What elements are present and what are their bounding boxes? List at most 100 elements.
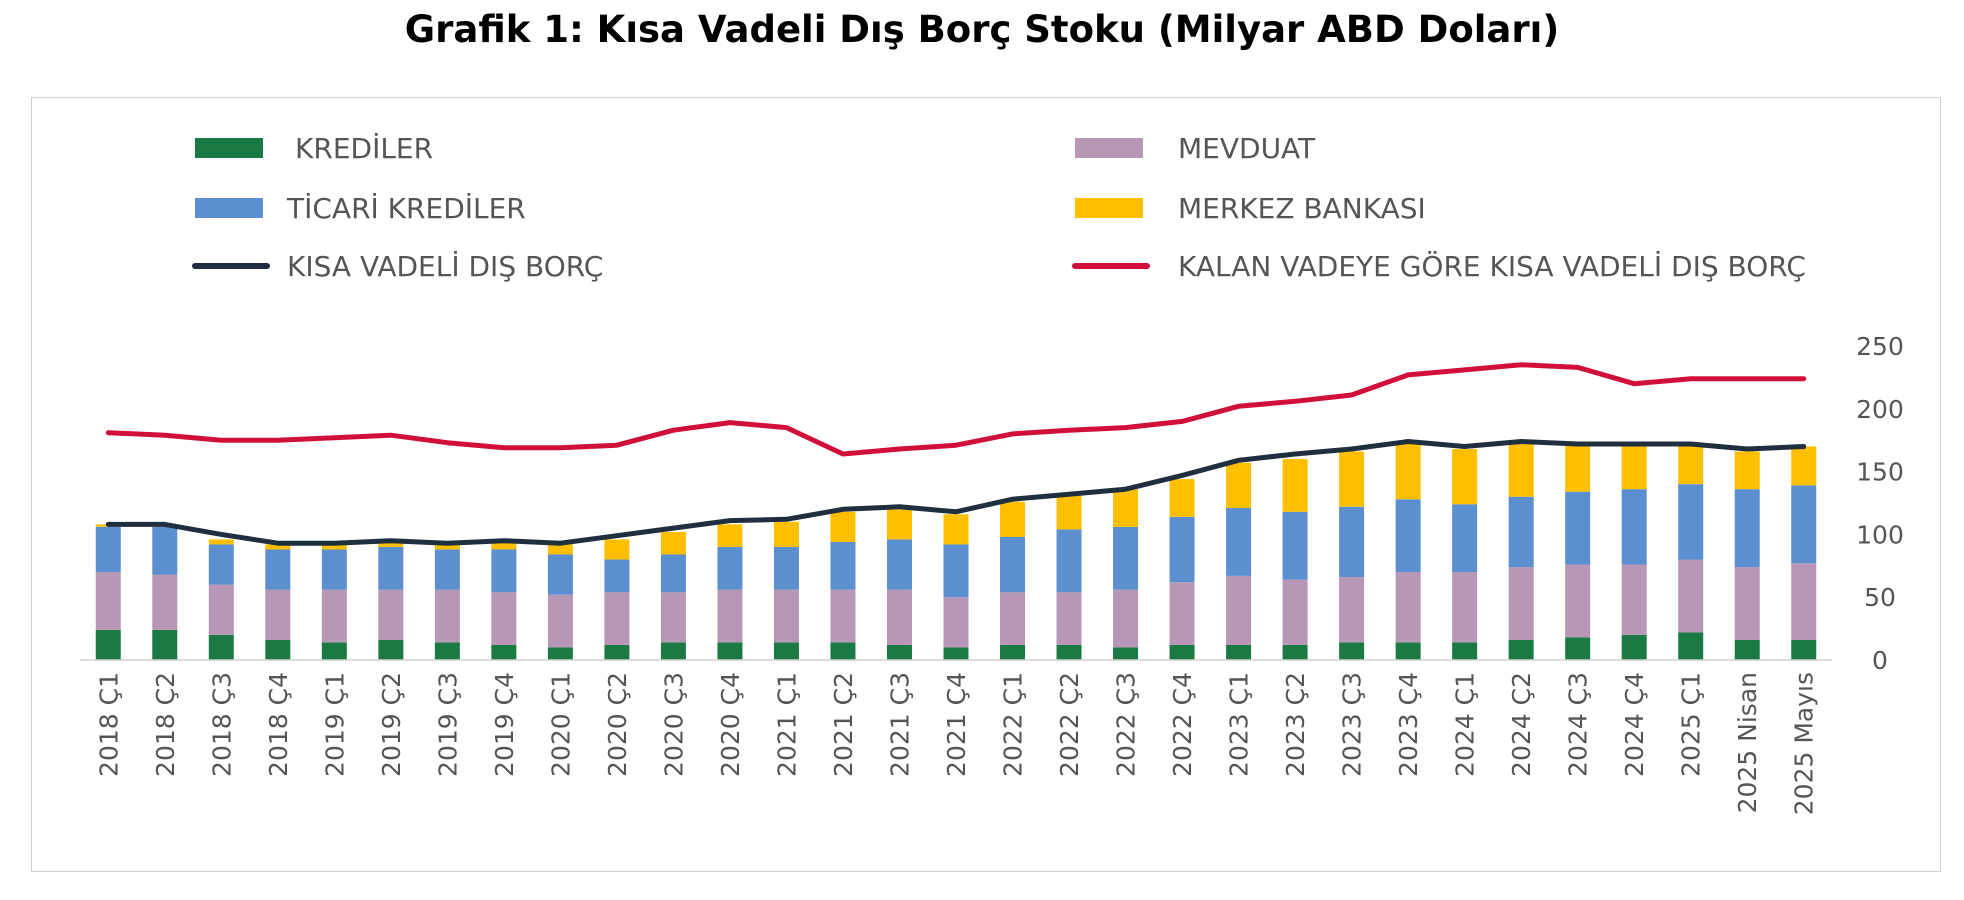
bar-merkez-bankasi-23 bbox=[1395, 441, 1421, 500]
chart-title: Grafik 1: Kısa Vadeli Dış Borç Stoku (Mi… bbox=[404, 8, 1560, 51]
x-tick-label: 2021 Ç2 bbox=[829, 672, 858, 777]
legend-swatch-krediler bbox=[195, 138, 263, 158]
bar-mevduat-1 bbox=[152, 574, 178, 630]
bar-krediler-3 bbox=[265, 639, 291, 660]
bar-mevduat-5 bbox=[378, 589, 404, 640]
legend-label-merkez-bankasi: MERKEZ BANKASI bbox=[1178, 192, 1426, 225]
bar-krediler-22 bbox=[1339, 642, 1365, 660]
bar-ticari-krediler-3 bbox=[265, 549, 291, 590]
bar-merkez-bankasi-14 bbox=[886, 509, 912, 540]
bar-mevduat-19 bbox=[1169, 582, 1195, 645]
x-tick-label: 2020 Ç1 bbox=[546, 672, 575, 777]
bar-mevduat-22 bbox=[1339, 577, 1365, 643]
bar-merkez-bankasi-18 bbox=[1113, 489, 1139, 527]
x-tick-label: 2019 Ç2 bbox=[377, 672, 406, 777]
bar-krediler-10 bbox=[660, 642, 686, 660]
chart-frame bbox=[31, 97, 1941, 872]
x-tick-label: 2021 Ç3 bbox=[885, 672, 914, 777]
bar-merkez-bankasi-25 bbox=[1508, 441, 1534, 497]
bar-merkez-bankasi-3 bbox=[265, 544, 291, 550]
legend-label-kalan-vadeye-gore-kisa-vadeli-dis-borc: KALAN VADEYE GÖRE KISA VADELİ DIŞ BORÇ bbox=[1178, 249, 1806, 283]
bar-mevduat-20 bbox=[1226, 575, 1252, 645]
bar-merkez-bankasi-13 bbox=[830, 511, 856, 542]
bar-mevduat-11 bbox=[717, 589, 743, 643]
x-tick-label: 2022 Ç1 bbox=[999, 672, 1028, 777]
bar-merkez-bankasi-27 bbox=[1621, 443, 1647, 490]
x-tick-label: 2023 Ç2 bbox=[1281, 672, 1310, 777]
x-tick-label: 2019 Ç1 bbox=[320, 672, 349, 777]
bar-mevduat-2 bbox=[208, 584, 234, 635]
x-tick-label: 2019 Ç4 bbox=[490, 672, 519, 777]
bar-mevduat-27 bbox=[1621, 564, 1647, 635]
legend-label-kisa-vadeli-dis-borc: KISA VADELİ DIŞ BORÇ bbox=[287, 250, 603, 283]
bar-ticari-krediler-19 bbox=[1169, 516, 1195, 583]
bar-krediler-13 bbox=[830, 642, 856, 660]
bar-krediler-25 bbox=[1508, 639, 1534, 660]
x-tick-label: 2023 Ç4 bbox=[1394, 672, 1423, 777]
line-kisa-vadeli-dis-borc bbox=[105, 439, 1807, 546]
bar-merkez-bankasi-7 bbox=[491, 541, 517, 550]
bar-mevduat-8 bbox=[547, 594, 573, 648]
bar-ticari-krediler-23 bbox=[1395, 499, 1421, 573]
bar-merkez-bankasi-9 bbox=[604, 539, 630, 560]
bar-krediler-8 bbox=[547, 647, 573, 660]
bar-ticari-krediler-4 bbox=[321, 549, 347, 590]
bar-ticari-krediler-17 bbox=[1056, 529, 1082, 593]
x-tick-label: 2022 Ç4 bbox=[1168, 672, 1197, 777]
bar-ticari-krediler-30 bbox=[1791, 485, 1817, 564]
bar-ticari-krediler-10 bbox=[660, 554, 686, 593]
bar-ticari-krediler-27 bbox=[1621, 489, 1647, 565]
bar-merkez-bankasi-17 bbox=[1056, 494, 1082, 530]
bars-layer bbox=[95, 441, 1817, 660]
bar-mevduat-0 bbox=[95, 572, 121, 630]
bar-ticari-krediler-15 bbox=[943, 544, 969, 598]
bar-mevduat-29 bbox=[1734, 567, 1760, 640]
x-tick-label: 2024 Ç3 bbox=[1564, 672, 1593, 777]
bar-mevduat-10 bbox=[660, 592, 686, 643]
bar-ticari-krediler-21 bbox=[1282, 511, 1308, 580]
bar-merkez-bankasi-30 bbox=[1791, 446, 1817, 486]
x-tick-label: 2024 Ç1 bbox=[1451, 672, 1480, 777]
bar-krediler-18 bbox=[1113, 647, 1139, 660]
bar-ticari-krediler-1 bbox=[152, 526, 178, 575]
bar-krediler-14 bbox=[886, 644, 912, 660]
bar-ticari-krediler-22 bbox=[1339, 506, 1365, 578]
bar-ticari-krediler-20 bbox=[1226, 508, 1252, 576]
bar-krediler-20 bbox=[1226, 644, 1252, 660]
y-tick-label: 100 bbox=[1856, 520, 1904, 549]
bar-ticari-krediler-18 bbox=[1113, 526, 1139, 590]
bar-krediler-1 bbox=[152, 629, 178, 660]
legend-label-krediler: KREDİLER bbox=[295, 132, 433, 165]
axes-layer: 0 50 100 150 200 250 2018 Ç1 2018 Ç2 2018 Ç3 2018… bbox=[80, 332, 1904, 815]
bar-krediler-30 bbox=[1791, 639, 1817, 660]
x-tick-label: 2022 Ç2 bbox=[1055, 672, 1084, 777]
y-tick-label: 200 bbox=[1856, 395, 1904, 424]
bar-merkez-bankasi-16 bbox=[1000, 501, 1026, 537]
bar-merkez-bankasi-4 bbox=[321, 544, 347, 550]
bar-mevduat-28 bbox=[1678, 559, 1704, 633]
x-tick-label: 2018 Ç3 bbox=[207, 672, 236, 777]
bar-krediler-4 bbox=[321, 642, 347, 660]
bar-ticari-krediler-11 bbox=[717, 546, 743, 590]
bar-merkez-bankasi-15 bbox=[943, 514, 969, 545]
x-tick-label: 2025 Nisan bbox=[1733, 672, 1762, 813]
bar-ticari-krediler-8 bbox=[547, 554, 573, 595]
legend: KREDİLER MEVDUAT TİCARİ KREDİLER MERKEZ BAN… bbox=[192, 132, 1806, 283]
bar-merkez-bankasi-10 bbox=[660, 531, 686, 555]
bar-merkez-bankasi-2 bbox=[208, 539, 234, 545]
bar-krediler-23 bbox=[1395, 642, 1421, 660]
y-tick-label: 250 bbox=[1856, 332, 1904, 361]
bar-merkez-bankasi-20 bbox=[1226, 462, 1252, 509]
legend-swatch-merkez-bankasi bbox=[1075, 198, 1143, 218]
bar-mevduat-24 bbox=[1452, 572, 1478, 643]
bar-mevduat-17 bbox=[1056, 592, 1082, 645]
bar-mevduat-18 bbox=[1113, 589, 1139, 648]
x-tick-label: 2018 Ç4 bbox=[264, 672, 293, 777]
bar-merkez-bankasi-26 bbox=[1565, 443, 1591, 492]
bar-krediler-27 bbox=[1621, 634, 1647, 660]
bar-mevduat-26 bbox=[1565, 564, 1591, 638]
legend-label-mevduat: MEVDUAT bbox=[1178, 132, 1316, 165]
bar-ticari-krediler-9 bbox=[604, 559, 630, 593]
bar-mevduat-23 bbox=[1395, 572, 1421, 643]
legend-swatch-ticari-krediler bbox=[195, 198, 263, 218]
